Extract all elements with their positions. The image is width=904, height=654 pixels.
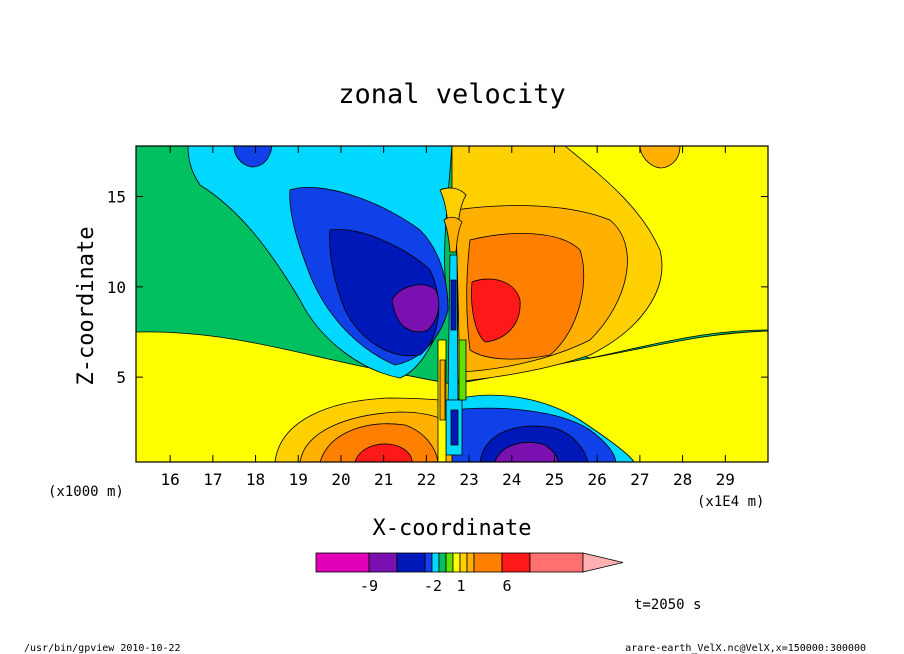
contour-pos-core-red	[471, 278, 521, 343]
x-tick-label: 24	[502, 470, 521, 489]
colorbar-segment	[501, 552, 531, 573]
contour-neg-core-violet	[391, 284, 440, 333]
y-tick-label: 15	[107, 188, 126, 207]
x-unit-left: (x1000 m)	[48, 484, 124, 500]
contour-pos-lower-deeporange	[319, 423, 439, 462]
x-unit-right: (x1E4 m)	[697, 494, 764, 510]
contour-jet-upper-light	[439, 187, 467, 241]
colorbar-segment	[473, 552, 503, 573]
y-tick-label: 10	[107, 278, 126, 297]
contour-jet-lower-navy	[450, 409, 459, 446]
colorbar-tick-label: -2	[424, 577, 442, 595]
x-tick-label: 26	[588, 470, 607, 489]
x-tick-label: 22	[417, 470, 436, 489]
contour-jet-right-green	[458, 339, 467, 401]
colorbar-segment	[445, 552, 454, 573]
contour-neg-top-left-blue	[233, 146, 273, 168]
y-tick-label: 5	[116, 368, 126, 387]
x-tick-label: 23	[459, 470, 478, 489]
x-tick-label: 27	[630, 470, 649, 489]
x-tick-label: 20	[331, 470, 350, 489]
colorbar-tick-label: 1	[456, 577, 465, 595]
colorbar-segment	[438, 552, 447, 573]
x-tick-label: 18	[246, 470, 265, 489]
y-axis-ticks: 5 10 15	[107, 188, 768, 387]
contour-jet-core-navy	[450, 279, 457, 331]
colorbar-segment	[466, 552, 475, 573]
x-tick-label: 29	[716, 470, 735, 489]
colorbar-segment	[529, 552, 584, 573]
contour-fields	[136, 146, 768, 462]
x-axis-label: X-coordinate	[373, 516, 532, 541]
contour-jet-left-orange	[439, 359, 446, 421]
chart-title: zonal velocity	[338, 79, 566, 110]
x-axis-ticks: 16 17 18 19 20 21 22 23 24 25 26 27 28 29	[161, 146, 735, 489]
colorbar-segment	[424, 552, 433, 573]
colorbar-extend-arrow	[582, 552, 624, 573]
colorbar-segment	[459, 552, 468, 573]
plot-frame	[135, 145, 769, 463]
colorbar-tick-label: -9	[360, 577, 378, 595]
time-label: t=2050 s	[634, 597, 701, 613]
x-tick-label: 21	[374, 470, 393, 489]
colorbar-segment	[315, 552, 370, 573]
x-tick-label: 28	[673, 470, 692, 489]
colorbar-segment	[431, 552, 440, 573]
contour-pos-lower-red	[354, 443, 413, 462]
y-axis-label: Z-coordinate	[74, 227, 99, 386]
footer-left: /usr/bin/gpview 2010-10-22	[24, 643, 181, 654]
colorbar-segment	[368, 552, 398, 573]
x-tick-label: 25	[545, 470, 564, 489]
colorbar: -9 -2 1 6	[315, 552, 624, 595]
contour-neg-lower-violet	[494, 441, 559, 462]
colorbar-segment	[396, 552, 426, 573]
colorbar-tick-label: 6	[502, 577, 511, 595]
plot-area	[135, 145, 769, 463]
contour-jet-upper-orange	[443, 216, 463, 253]
x-tick-label: 16	[161, 470, 180, 489]
x-tick-label: 19	[289, 470, 308, 489]
colorbar-segment	[452, 552, 461, 573]
x-tick-label: 17	[203, 470, 222, 489]
footer-right: arare-earth_VelX.nc@VelX,x=150000:300000	[625, 643, 866, 654]
contour-pos-top-right-orange	[639, 146, 681, 169]
